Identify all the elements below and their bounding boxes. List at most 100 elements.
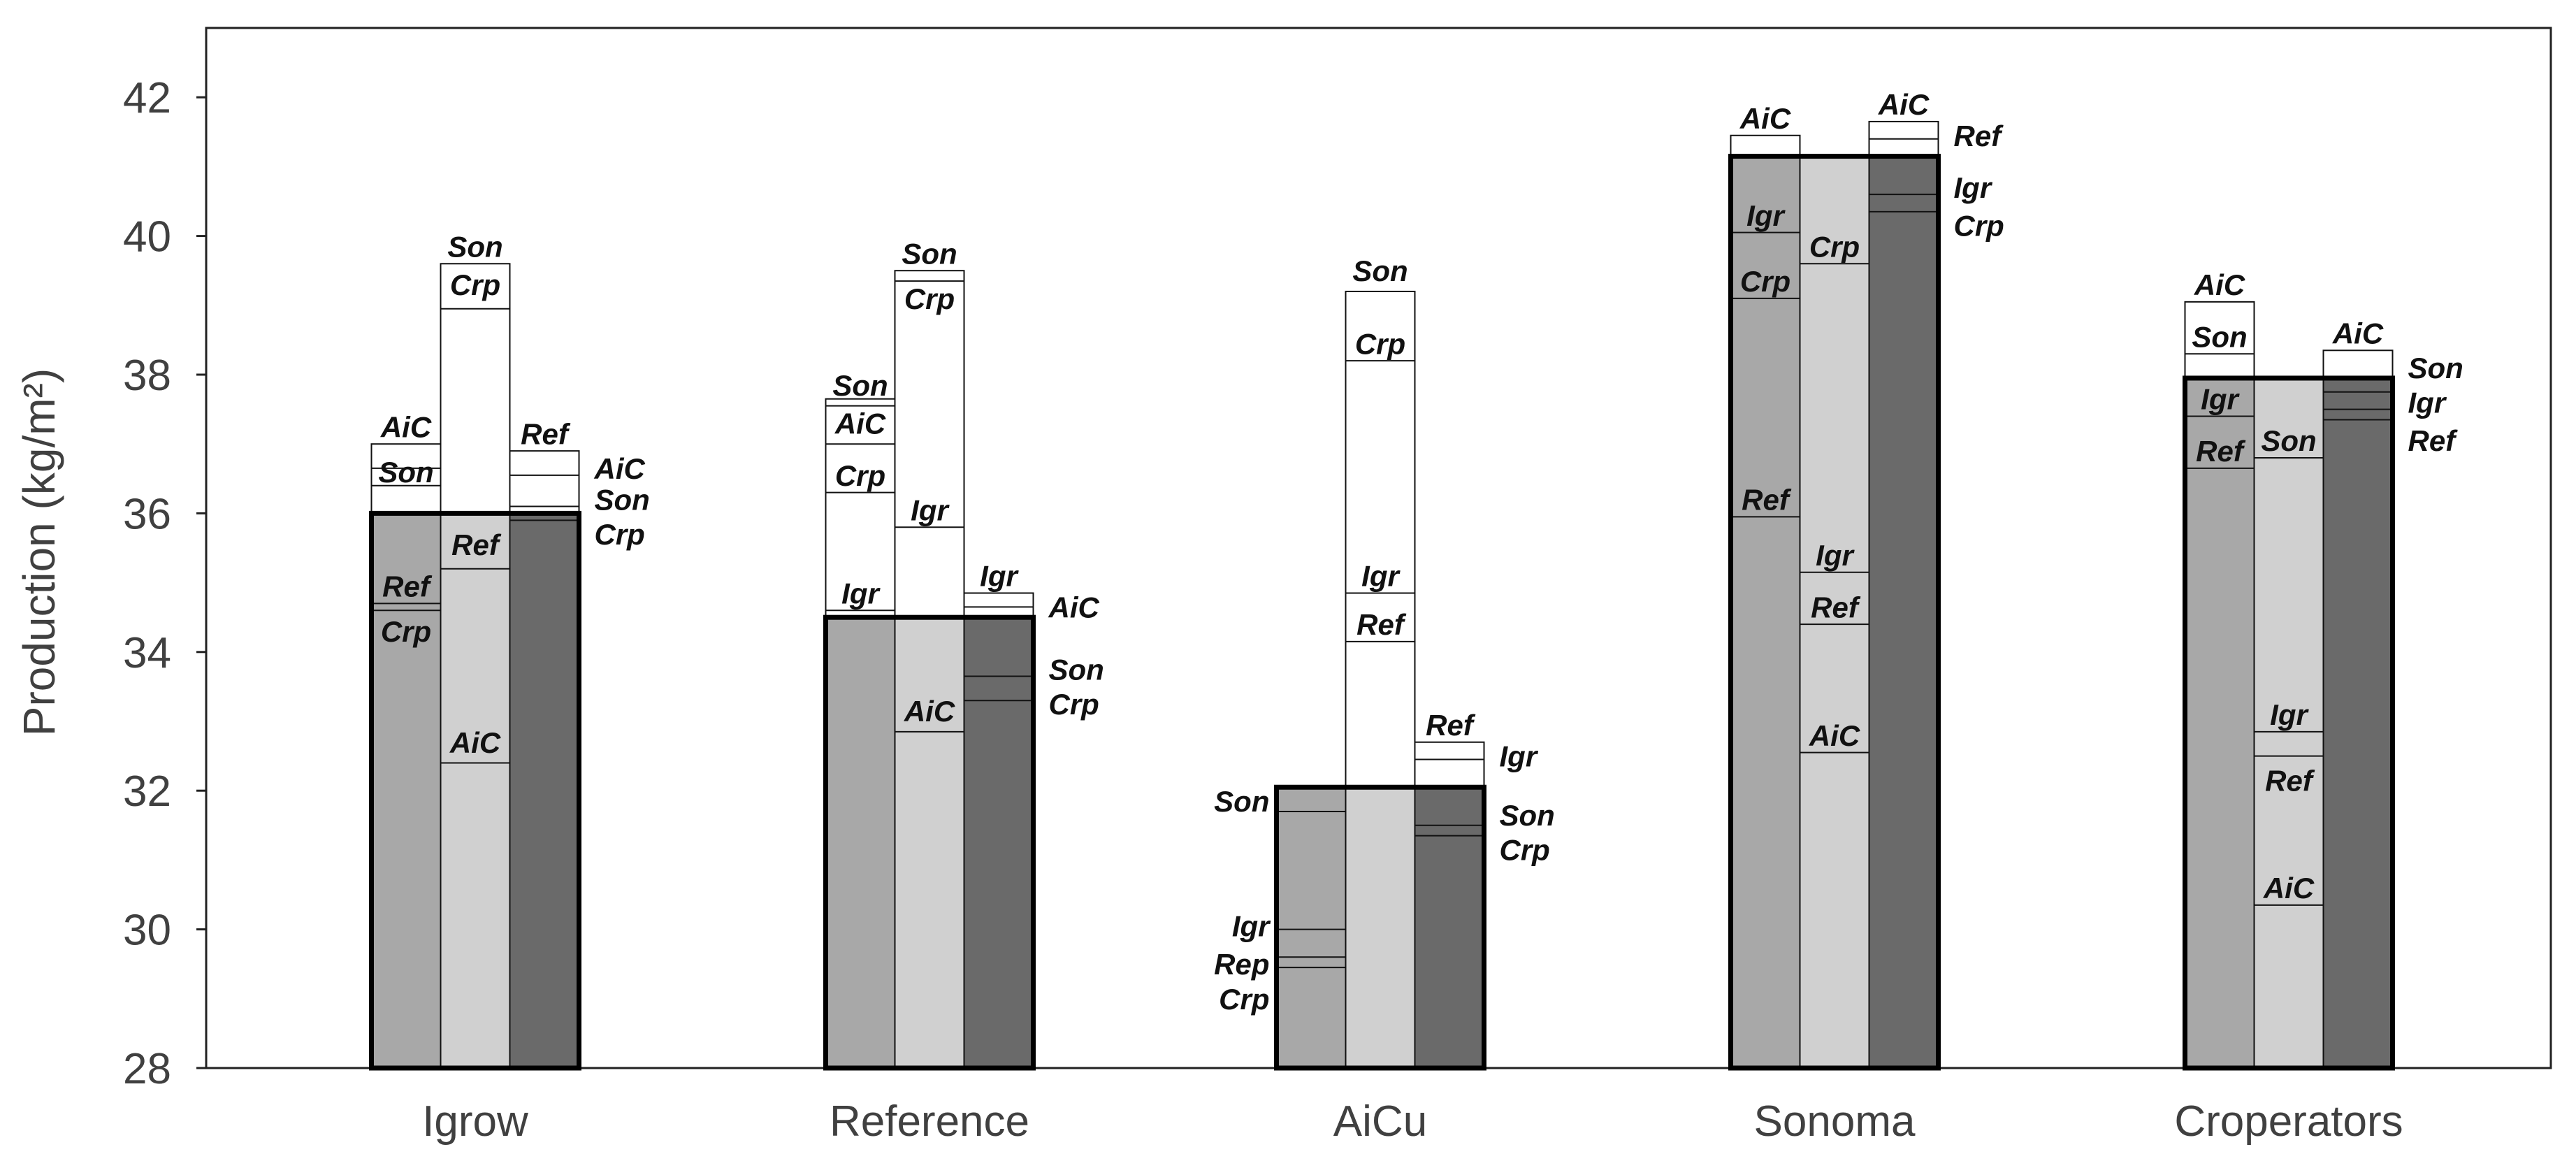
bar-annotation: Ref [1426, 709, 1476, 742]
x-category-label: AiCu [1333, 1097, 1427, 1146]
bar-annotation: AiC [380, 410, 432, 443]
bar-annotation: AiC [1048, 591, 1100, 623]
bar-annotation: Crp [1500, 834, 1550, 867]
bar-annotation: Crp [1809, 230, 1860, 263]
bar-annotation: Crp [835, 459, 885, 492]
bar-extension [370, 443, 442, 514]
bar-annotation: Ref [2408, 424, 2459, 457]
bar-fill [825, 616, 896, 1069]
y-tick-label: 42 [123, 74, 171, 122]
y-axis: 28 30 32 34 36 38 40 42 [123, 74, 206, 1093]
y-tick-label: 34 [123, 629, 171, 677]
bar-annotation: Son [447, 230, 502, 263]
bar-group-sonoma: Igr Crp Ref AiC Crp Igr Ref AiC AiC Ref Igr Crp [1728, 88, 2004, 1071]
bar-annotation: Ref [1742, 484, 1792, 517]
bar-fill [1414, 786, 1485, 1069]
bar-annotation: AiC [1739, 102, 1791, 135]
bar-extension [2322, 349, 2394, 379]
bar-annotation: Igr [1816, 539, 1855, 572]
x-category-label: Sonoma [1754, 1097, 1916, 1146]
bar-annotation: Son [378, 456, 433, 489]
bar-fill [894, 616, 965, 1069]
bar-fill [2253, 377, 2324, 1069]
bar-annotation: Ref [1356, 608, 1407, 641]
bar-extension [2184, 301, 2255, 379]
bar-annotation: AiC [834, 407, 886, 440]
bar-annotation: AiC [2332, 317, 2384, 349]
bar-fill [1345, 786, 1416, 1069]
group-base-outline [1728, 154, 1941, 1071]
bar-annotation: Ref [382, 570, 433, 603]
bar-annotation: Ref [2265, 764, 2315, 797]
bar-annotation: Son [1049, 654, 1104, 686]
bar-annotation: Igr [911, 493, 950, 526]
bar-annotation: AiC [594, 452, 646, 485]
bar-annotation: Crp [450, 268, 500, 301]
bar-fill [963, 616, 1034, 1069]
x-category-label: Croperators [2174, 1097, 2403, 1146]
bar-extension [894, 270, 965, 619]
bar-annotation: Rep [1214, 948, 1269, 981]
bar-annotation: Crp [595, 518, 645, 551]
bar-annotation: Son [2261, 424, 2316, 457]
bar-fill [1730, 155, 1801, 1069]
bar-annotation: Crp [1219, 983, 1269, 1016]
bar-annotation: Son [902, 237, 957, 270]
bar-annotation: AiC [1809, 719, 1860, 752]
bar-annotation: Igr [2270, 698, 2309, 731]
bar-fill [440, 512, 511, 1069]
bar-groups: RefCrpAiCSonRefAiCSonCrpRefAiCSonCrpSonA… [369, 88, 2463, 1071]
bar-annotation: Son [832, 369, 888, 402]
bar-annotation: Son [2192, 320, 2247, 353]
x-axis: Igrow Reference AiCu Sonoma Croperators [422, 1097, 2403, 1146]
bar-fill [2322, 377, 2394, 1069]
bar-annotation: AiC [904, 695, 955, 728]
bar-annotation: Ref [451, 528, 502, 561]
bar-annotation: AiC [2194, 268, 2245, 301]
bar-extension [1730, 134, 1801, 157]
bar-annotation: AiC [2263, 872, 2315, 904]
y-tick-label: 28 [123, 1045, 171, 1093]
y-axis-title: Production (kg/m²) [14, 368, 64, 736]
bar-fill [2184, 377, 2255, 1069]
bar-annotation: AiC [1878, 88, 1930, 121]
bar-annotation: Son [2408, 352, 2463, 384]
y-tick-label: 30 [123, 907, 171, 955]
bar-extension [1345, 290, 1416, 788]
group-base-outline [823, 614, 1036, 1071]
x-category-label: Igrow [422, 1097, 528, 1146]
bar-annotation: Crp [1355, 327, 1405, 360]
bar-annotation: Crp [904, 282, 955, 315]
bar-extension [509, 450, 580, 514]
y-tick-label: 40 [123, 213, 171, 261]
bar-annotation: Ref [1954, 120, 2004, 152]
bar-extension [963, 592, 1034, 619]
bar-annotation: Igr [1500, 740, 1539, 773]
bar-annotation: Son [1214, 785, 1269, 818]
bar-annotation: Son [595, 484, 650, 517]
bar-annotation: Crp [381, 615, 431, 648]
bar-annotation: Igr [1361, 560, 1401, 593]
x-category-label: Reference [830, 1097, 1029, 1146]
bar-extension [1414, 741, 1485, 788]
bar-annotation: Son [1500, 799, 1555, 832]
bar-annotation: Igr [1746, 199, 1786, 232]
bar-annotation: Ref [521, 417, 571, 450]
bar-annotation: Igr [1232, 910, 1271, 943]
bar-annotation: AiC [449, 726, 501, 759]
bar-annotation: Ref [1811, 591, 1861, 623]
bar-annotation: Crp [1954, 210, 2004, 243]
y-tick-label: 36 [123, 490, 171, 538]
bar-fill [509, 512, 580, 1069]
bar-annotation: Crp [1049, 688, 1099, 721]
bar-annotation: Ref [2196, 435, 2246, 468]
bar-annotation: Crp [1740, 265, 1790, 298]
bar-annotation: Igr [980, 560, 1019, 593]
bar-fill [1275, 786, 1347, 1069]
bar-annotation: Igr [1954, 171, 1993, 204]
bar-annotation: Igr [841, 577, 881, 610]
